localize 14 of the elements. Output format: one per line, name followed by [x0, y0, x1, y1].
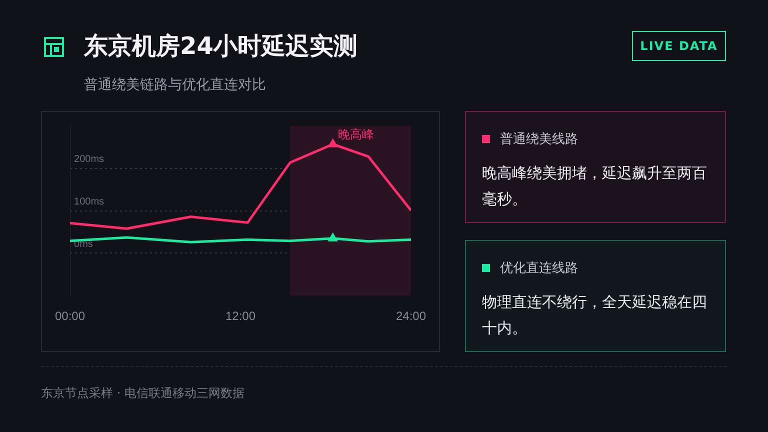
y-tick-label: 200ms [74, 154, 104, 166]
annotation: 晚高峰 [338, 127, 374, 142]
x-tick-label: 24:00 [396, 309, 426, 324]
text: 物理直连不绕行，全天延迟稳在四十内。 [482, 292, 708, 339]
legend-label: 优化直连线路 [500, 260, 578, 277]
text: LIVE DATA [632, 31, 726, 61]
legend-label: 普通绕美线路 [500, 130, 578, 148]
text: 东京节点采样 · 电信联通移动三网数据 [41, 385, 244, 402]
text: 晚高峰绕美拥堵，延迟飙升至两百毫秒。 [482, 163, 708, 210]
x-tick-label: 00:00 [55, 309, 86, 324]
chart-subtitle: 普通绕美链路与优化直连对比 [84, 76, 266, 94]
y-tick-label: 100ms [74, 196, 104, 208]
chart-title: 东京机房24小时延迟实测 [84, 31, 358, 62]
x-tick-label: 12:00 [225, 309, 256, 324]
